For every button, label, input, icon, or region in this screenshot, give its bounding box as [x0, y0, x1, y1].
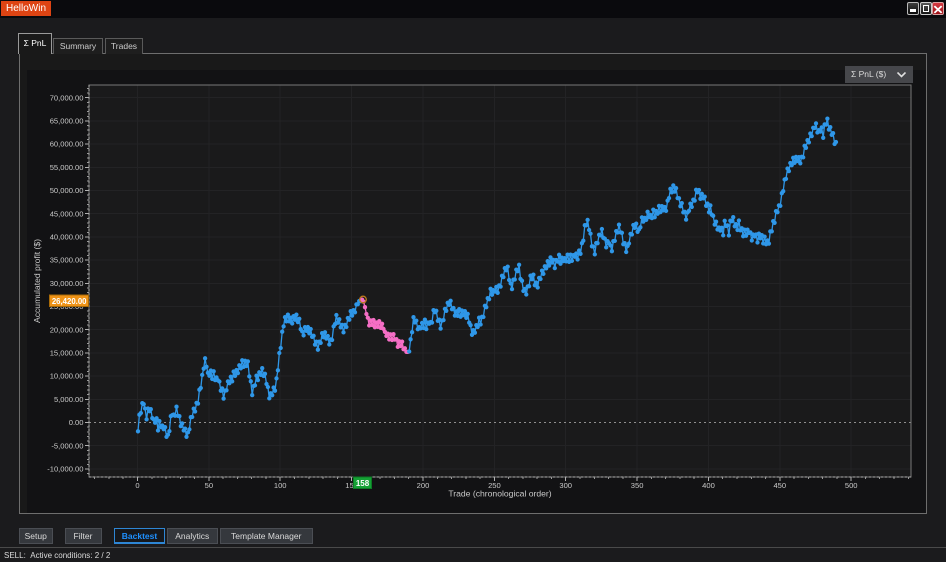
svg-text:60,000.00: 60,000.00 — [50, 140, 84, 149]
svg-text:-5,000.00: -5,000.00 — [51, 441, 83, 450]
svg-text:250: 250 — [488, 481, 501, 490]
svg-text:Trade (chronological order): Trade (chronological order) — [448, 489, 551, 499]
svg-text:15,000.00: 15,000.00 — [50, 349, 84, 358]
svg-text:26,420.00: 26,420.00 — [52, 297, 87, 306]
svg-text:350: 350 — [631, 481, 644, 490]
svg-text:0: 0 — [135, 481, 139, 490]
svg-text:5,000.00: 5,000.00 — [54, 395, 84, 404]
svg-text:400: 400 — [702, 481, 715, 490]
svg-text:Accumulated profit ($): Accumulated profit ($) — [32, 239, 42, 323]
svg-text:158: 158 — [356, 479, 370, 488]
svg-text:40,000.00: 40,000.00 — [50, 233, 84, 242]
svg-text:150: 150 — [345, 481, 358, 490]
svg-text:45,000.00: 45,000.00 — [50, 209, 84, 218]
svg-text:100: 100 — [274, 481, 287, 490]
svg-text:300: 300 — [559, 481, 572, 490]
svg-text:450: 450 — [773, 481, 786, 490]
svg-text:35,000.00: 35,000.00 — [50, 256, 84, 265]
svg-text:50: 50 — [205, 481, 213, 490]
svg-text:30,000.00: 30,000.00 — [50, 279, 84, 288]
svg-text:500: 500 — [845, 481, 858, 490]
svg-text:200: 200 — [417, 481, 430, 490]
svg-text:65,000.00: 65,000.00 — [50, 117, 84, 126]
svg-text:10,000.00: 10,000.00 — [50, 372, 84, 381]
svg-text:20,000.00: 20,000.00 — [50, 325, 84, 334]
svg-text:50,000.00: 50,000.00 — [50, 186, 84, 195]
svg-text:55,000.00: 55,000.00 — [50, 163, 84, 172]
svg-text:70,000.00: 70,000.00 — [50, 93, 84, 102]
svg-text:-10,000.00: -10,000.00 — [47, 465, 83, 474]
svg-text:0.00: 0.00 — [69, 418, 84, 427]
